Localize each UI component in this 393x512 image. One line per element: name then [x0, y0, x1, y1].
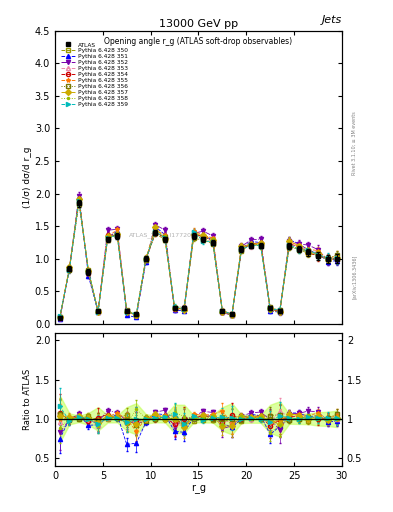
- Text: ATLAS_2019_I1772062: ATLAS_2019_I1772062: [129, 232, 200, 238]
- Y-axis label: Ratio to ATLAS: Ratio to ATLAS: [23, 369, 32, 430]
- Text: [arXiv:1306.3436]: [arXiv:1306.3436]: [352, 254, 357, 298]
- Text: Rivet 3.1.10; ≥ 3M events: Rivet 3.1.10; ≥ 3M events: [352, 112, 357, 175]
- Legend: ATLAS, Pythia 6.428 350, Pythia 6.428 351, Pythia 6.428 352, Pythia 6.428 353, P: ATLAS, Pythia 6.428 350, Pythia 6.428 35…: [60, 41, 129, 108]
- Text: Jets: Jets: [321, 15, 342, 25]
- Text: Opening angle r_g (ATLAS soft-drop observables): Opening angle r_g (ATLAS soft-drop obser…: [105, 36, 292, 46]
- Title: 13000 GeV pp: 13000 GeV pp: [159, 18, 238, 29]
- Y-axis label: (1/σ) dσ/d r_g: (1/σ) dσ/d r_g: [23, 146, 32, 208]
- X-axis label: r_g: r_g: [191, 483, 206, 494]
